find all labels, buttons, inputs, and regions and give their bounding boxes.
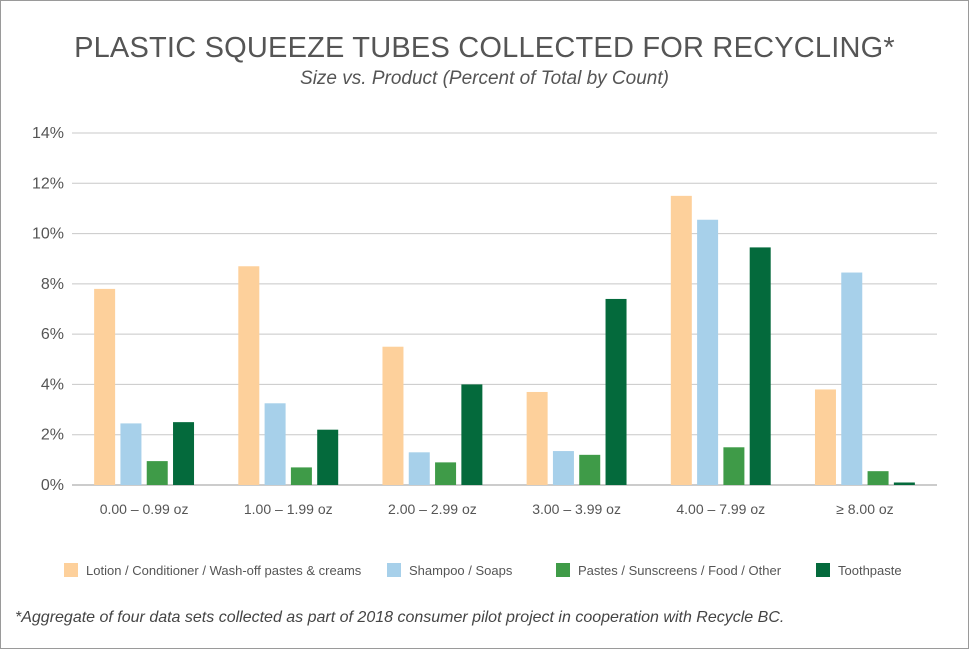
bar bbox=[317, 429, 339, 485]
x-category-label: 1.00 – 1.99 oz bbox=[244, 501, 333, 517]
bar bbox=[238, 266, 260, 485]
x-category-label: ≥ 8.00 oz bbox=[836, 501, 894, 517]
x-category-label: 0.00 – 0.99 oz bbox=[100, 501, 189, 517]
legend-label: Pastes / Sunscreens / Food / Other bbox=[578, 562, 782, 578]
bar bbox=[867, 471, 889, 485]
x-category-label: 3.00 – 3.99 oz bbox=[532, 501, 621, 517]
y-tick-label: 4% bbox=[41, 376, 64, 393]
legend-item-pastes: Pastes / Sunscreens / Food / Other bbox=[556, 560, 781, 580]
y-tick-label: 14% bbox=[32, 125, 64, 142]
legend-item-lotion: Lotion / Conditioner / Wash-off pastes &… bbox=[64, 560, 361, 580]
bar bbox=[552, 451, 574, 485]
legend-swatch bbox=[387, 563, 401, 577]
y-tick-label: 12% bbox=[32, 175, 64, 192]
bar bbox=[670, 195, 692, 485]
bar bbox=[120, 423, 142, 485]
legend-item-toothpaste: Toothpaste bbox=[816, 560, 902, 580]
y-tick-label: 0% bbox=[41, 477, 64, 494]
bar bbox=[605, 298, 627, 485]
legend-label: Lotion / Conditioner / Wash-off pastes &… bbox=[86, 562, 362, 578]
bar bbox=[579, 454, 601, 485]
x-category-label: 4.00 – 7.99 oz bbox=[676, 501, 765, 517]
gridlines bbox=[72, 132, 937, 486]
x-axis-categories: 0.00 – 0.99 oz 1.00 – 1.99 oz 2.00 – 2.99 … bbox=[100, 501, 894, 517]
footnote: *Aggregate of four data sets collected a… bbox=[15, 609, 785, 626]
bar bbox=[526, 391, 548, 485]
bar bbox=[841, 272, 863, 485]
bar bbox=[146, 461, 168, 485]
y-tick-label: 6% bbox=[41, 326, 64, 343]
bar bbox=[173, 422, 195, 485]
bar bbox=[461, 384, 483, 485]
bar bbox=[290, 467, 312, 485]
legend-swatch bbox=[64, 563, 78, 577]
bar bbox=[893, 482, 915, 485]
bar bbox=[94, 288, 116, 485]
legend: Lotion / Conditioner / Wash-off pastes &… bbox=[0, 560, 969, 580]
bar bbox=[408, 452, 430, 485]
bar bbox=[382, 346, 404, 485]
bar-groups bbox=[94, 195, 915, 485]
legend-swatch bbox=[556, 563, 570, 577]
legend-label: Toothpaste bbox=[838, 562, 902, 578]
chart-subtitle: Size vs. Product (Percent of Total by Co… bbox=[300, 68, 669, 89]
y-tick-label: 10% bbox=[32, 226, 64, 243]
bar bbox=[264, 403, 286, 485]
x-category-label: 2.00 – 2.99 oz bbox=[388, 501, 477, 517]
bar bbox=[435, 462, 457, 485]
chart-title: PLASTIC SQUEEZE TUBES COLLECTED FOR RECY… bbox=[74, 32, 895, 64]
legend-label: Shampoo / Soaps bbox=[409, 562, 513, 578]
bar bbox=[723, 447, 745, 485]
bar bbox=[697, 219, 719, 485]
y-tick-label: 8% bbox=[41, 276, 64, 293]
y-axis-ticks: 0% 2% 4% 6% 8% 10% 12% 14% bbox=[32, 125, 64, 494]
y-tick-label: 2% bbox=[41, 427, 64, 444]
bar bbox=[814, 389, 836, 485]
legend-item-shampoo: Shampoo / Soaps bbox=[387, 560, 512, 580]
bar bbox=[749, 247, 771, 485]
legend-swatch bbox=[816, 563, 830, 577]
